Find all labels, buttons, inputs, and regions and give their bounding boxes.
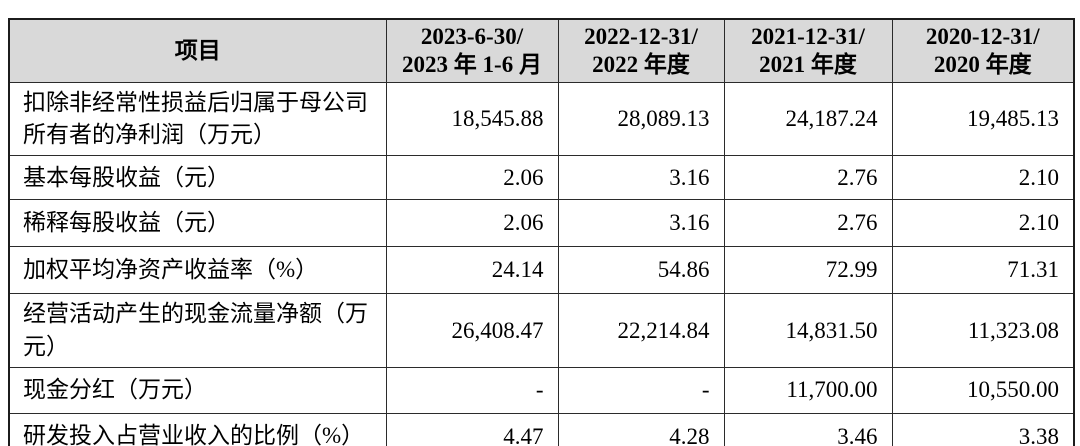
header-cell-period-2022: 2022-12-31/ 2022 年度 <box>557 18 725 83</box>
value-2022: 3.16 <box>557 199 725 248</box>
row-label: 加权平均净资产收益率（%） <box>8 246 387 295</box>
value-2022: 28,089.13 <box>557 81 725 157</box>
table-body: 扣除非经常性损益后归属于母公司所有者的净利润（万元） 18,545.88 28,… <box>8 81 1075 446</box>
row-label: 稀释每股收益（元） <box>8 199 387 248</box>
value-2020: 71.31 <box>891 246 1075 295</box>
header-period-span: 2022 年度 <box>592 52 690 77</box>
value-2023: 2.06 <box>385 199 559 248</box>
value-2020: 19,485.13 <box>891 81 1075 157</box>
row-label: 基本每股收益（元） <box>8 155 387 201</box>
value-2021: 14,831.50 <box>723 293 893 368</box>
value-2023: 2.06 <box>385 155 559 201</box>
row-label: 研发投入占营业收入的比例（%） <box>8 412 387 446</box>
row-label: 扣除非经常性损益后归属于母公司所有者的净利润（万元） <box>8 81 387 157</box>
table-row-diluted-eps: 稀释每股收益（元） 2.06 3.16 2.76 2.10 <box>8 199 1075 248</box>
table-row-net-profit-excl-nonrecurring: 扣除非经常性损益后归属于母公司所有者的净利润（万元） 18,545.88 28,… <box>8 81 1075 157</box>
table-row-operating-cash-flow: 经营活动产生的现金流量净额（万元） 26,408.47 22,214.84 14… <box>8 293 1075 368</box>
value-2020: 2.10 <box>891 199 1075 248</box>
value-2021: 2.76 <box>723 199 893 248</box>
value-2021: 72.99 <box>723 246 893 295</box>
value-2023: 26,408.47 <box>385 293 559 368</box>
header-period-date: 2020-12-31/ <box>925 23 1040 49</box>
table-row-rd-expense-ratio: 研发投入占营业收入的比例（%） 4.47 4.28 3.46 3.38 <box>8 412 1075 446</box>
value-2021: 2.76 <box>723 155 893 201</box>
header-period-date: 2022-12-31/ <box>584 23 698 49</box>
table-header: 项目 2023-6-30/ 2023 年 1-6 月 2022-12-31/ 2… <box>8 18 1075 83</box>
value-2023: - <box>385 366 559 414</box>
table-row-cash-dividend: 现金分红（万元） - - 11,700.00 10,550.00 <box>8 366 1075 414</box>
value-2020: 11,323.08 <box>891 293 1075 368</box>
value-2022: 4.28 <box>557 412 725 446</box>
value-2020: 3.38 <box>891 412 1075 446</box>
header-cell-period-2021: 2021-12-31/ 2021 年度 <box>723 18 893 83</box>
header-period-date: 2023-6-30/ <box>420 23 524 49</box>
value-2023: 24.14 <box>385 246 559 295</box>
value-2022: 3.16 <box>557 155 725 201</box>
header-period-span: 2021 年度 <box>759 52 857 77</box>
value-2022: - <box>557 366 725 414</box>
value-2023: 18,545.88 <box>385 81 559 157</box>
value-2022: 22,214.84 <box>557 293 725 368</box>
row-label: 现金分红（万元） <box>8 366 387 414</box>
header-period-span: 2020 年度 <box>933 52 1032 77</box>
value-2020: 2.10 <box>891 155 1075 201</box>
header-cell-period-2023: 2023-6-30/ 2023 年 1-6 月 <box>385 18 559 83</box>
value-2021: 24,187.24 <box>723 81 893 157</box>
value-2022: 54.86 <box>557 246 725 295</box>
header-row: 项目 2023-6-30/ 2023 年 1-6 月 2022-12-31/ 2… <box>8 18 1075 83</box>
header-cell-period-2020: 2020-12-31/ 2020 年度 <box>891 18 1075 83</box>
header-period-span: 2023 年 1-6 月 <box>402 52 542 77</box>
value-2021: 3.46 <box>723 412 893 446</box>
value-2021: 11,700.00 <box>723 366 893 414</box>
header-cell-item: 项目 <box>8 18 387 83</box>
financial-indicators-table: 项目 2023-6-30/ 2023 年 1-6 月 2022-12-31/ 2… <box>8 18 1075 446</box>
header-period-date: 2021-12-31/ <box>751 23 865 49</box>
value-2023: 4.47 <box>385 412 559 446</box>
value-2020: 10,550.00 <box>891 366 1075 414</box>
table-row-weighted-avg-roe: 加权平均净资产收益率（%） 24.14 54.86 72.99 71.31 <box>8 246 1075 295</box>
row-label: 经营活动产生的现金流量净额（万元） <box>8 293 387 368</box>
table-row-basic-eps: 基本每股收益（元） 2.06 3.16 2.76 2.10 <box>8 155 1075 201</box>
